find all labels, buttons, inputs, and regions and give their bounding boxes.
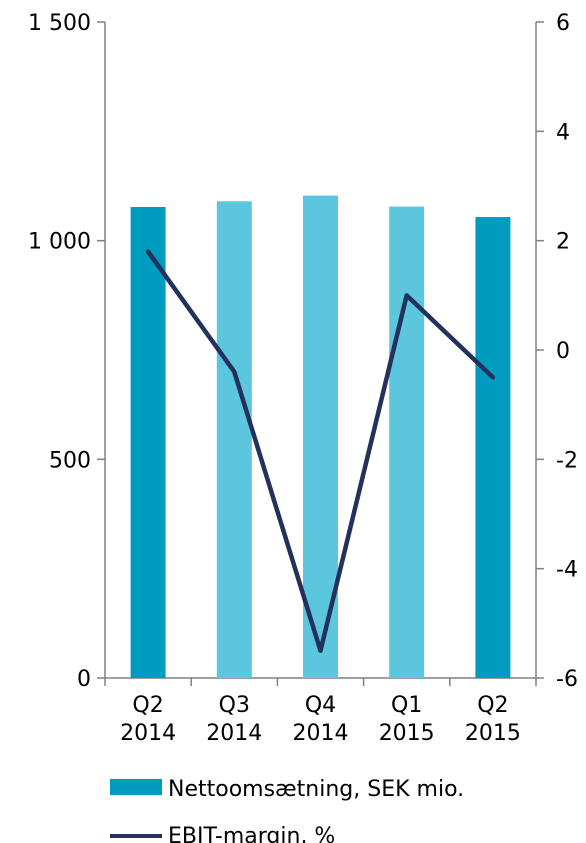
x-tick-label: 2015 [465, 721, 521, 746]
x-tick-label: Q4 [305, 693, 336, 718]
right-ticks: -6 -4 -2 0 2 4 6 [536, 11, 578, 692]
right-tick-label: -6 [556, 667, 578, 692]
right-tick-label: 6 [556, 11, 570, 36]
ebit-margin-line [145, 249, 496, 653]
left-tick-label: 1 000 [28, 230, 91, 255]
x-tick-label: 2014 [120, 721, 176, 746]
legend-label-bar: Nettoomsætning, SEK mio. [168, 777, 464, 802]
legend-swatch-bar [110, 779, 162, 795]
x-ticks: Q2 2014 Q3 2014 Q4 2014 Q1 2015 Q2 2015 [104, 678, 537, 746]
bar [475, 217, 511, 678]
right-tick-label: 2 [556, 230, 570, 255]
x-tick-label: 2014 [293, 721, 349, 746]
bar [216, 201, 252, 678]
bar [389, 206, 425, 678]
right-tick-label: -4 [556, 558, 578, 583]
x-tick-label: 2014 [206, 721, 262, 746]
line-series [145, 249, 496, 653]
right-tick-label: 4 [556, 120, 570, 145]
left-ticks: 0 500 1 000 1 500 [28, 11, 105, 692]
right-tick-label: 0 [556, 339, 570, 364]
legend-label-line: EBIT-margin, % [168, 824, 335, 843]
left-tick-label: 1 500 [28, 11, 91, 36]
x-tick-label: Q2 [132, 693, 163, 718]
x-tick-label: 2015 [379, 721, 435, 746]
left-tick-label: 0 [77, 667, 91, 692]
bar [130, 206, 166, 678]
left-tick-label: 500 [49, 448, 91, 473]
x-tick-label: Q3 [219, 693, 250, 718]
x-tick-label: Q2 [477, 693, 508, 718]
bars [130, 195, 511, 678]
legend: Nettoomsætning, SEK mio. EBIT-margin, % [110, 777, 464, 843]
x-tick-label: Q1 [391, 693, 422, 718]
right-tick-label: -2 [556, 448, 578, 473]
